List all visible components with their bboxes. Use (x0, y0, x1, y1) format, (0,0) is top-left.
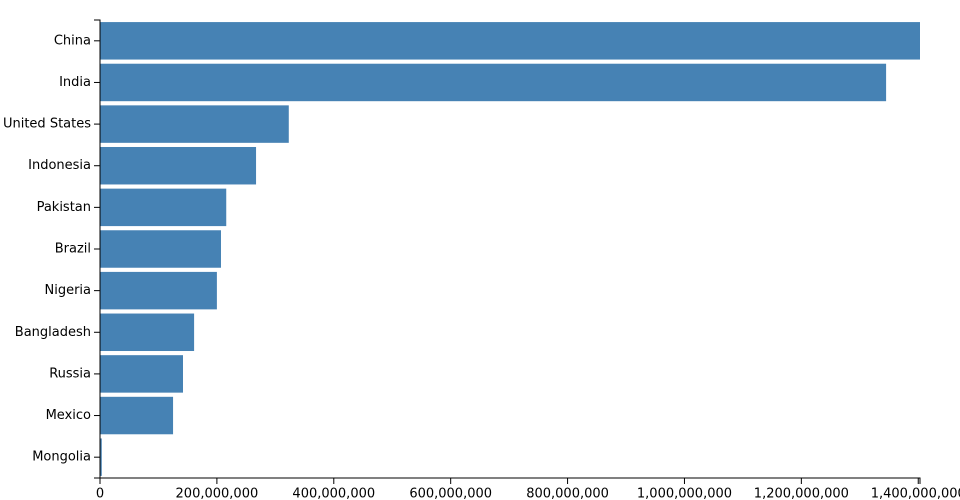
y-tick-label: China (54, 33, 91, 48)
x-axis (99, 477, 921, 484)
bar (100, 63, 887, 102)
bar (100, 396, 174, 435)
bar (100, 22, 920, 60)
bar (100, 355, 183, 393)
bar (100, 105, 289, 143)
x-tick-label: 1,000,000,000 (637, 487, 732, 500)
y-tick-label: Brazil (55, 242, 91, 257)
y-tick-label: Pakistan (37, 200, 91, 215)
y-tick-label: Indonesia (28, 158, 91, 173)
x-tick-label: 1,400,000,000 (871, 487, 960, 500)
y-tick-label: Nigeria (44, 283, 91, 298)
bar (100, 438, 102, 476)
y-tick-label: India (59, 75, 91, 90)
y-tick-label: Mexico (46, 408, 91, 423)
y-tick-label: United States (3, 117, 91, 132)
x-tick-label: 400,000,000 (292, 487, 375, 500)
y-tick-label: Bangladesh (15, 325, 91, 340)
bar (100, 271, 217, 310)
x-tick-label: 800,000,000 (526, 487, 609, 500)
bar (100, 146, 257, 185)
x-tick-label: 600,000,000 (409, 487, 492, 500)
x-tick-label: 0 (96, 487, 104, 500)
bar (100, 188, 227, 227)
y-tick-label: Russia (49, 366, 91, 381)
x-tick-label: 200,000,000 (176, 487, 259, 500)
x-tick-label: 1,200,000,000 (754, 487, 849, 500)
bar (100, 313, 195, 352)
y-axis (94, 19, 101, 479)
bar (100, 230, 221, 268)
y-tick-label: Mongolia (32, 450, 91, 465)
